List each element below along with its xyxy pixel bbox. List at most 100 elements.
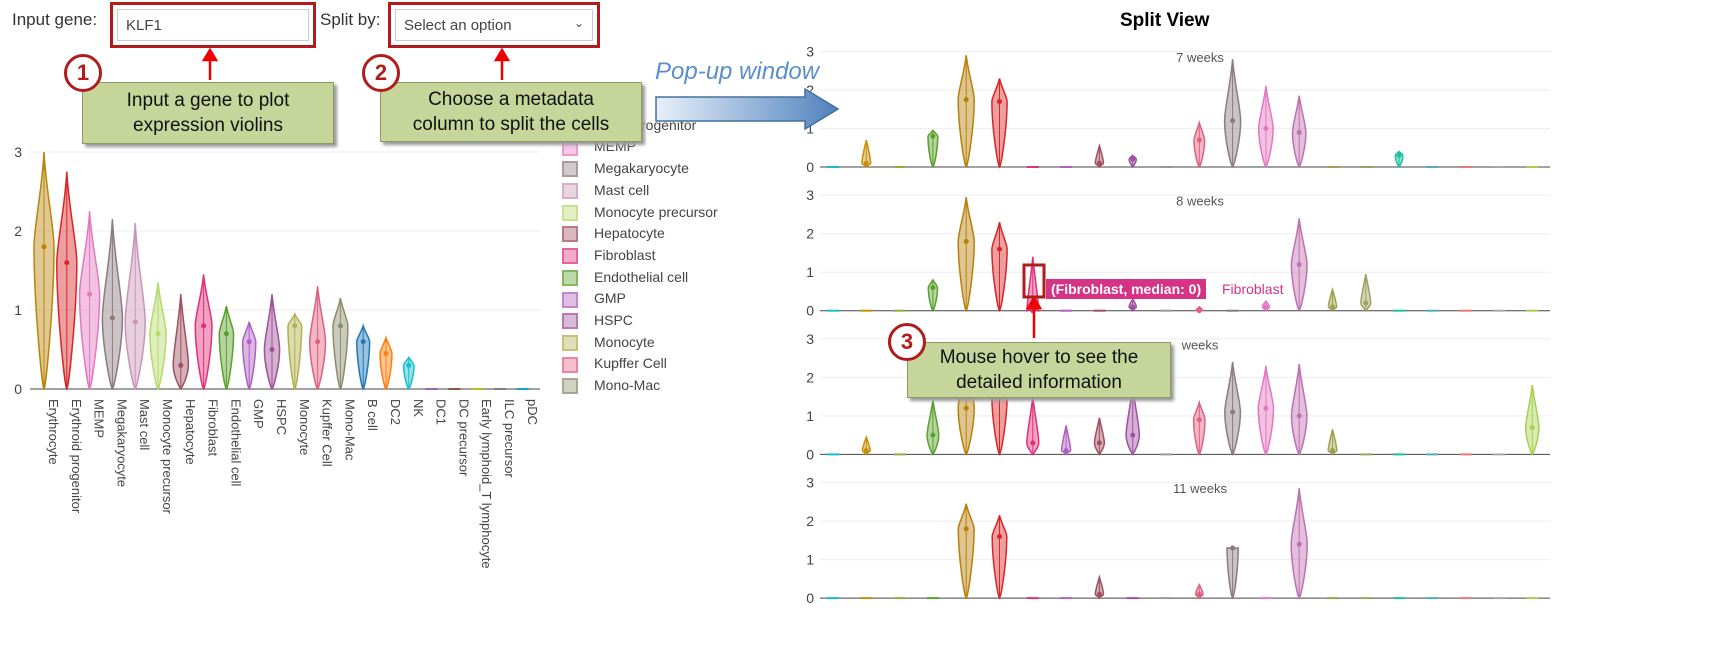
violin-monocyte-median [292,323,298,329]
split-label: Split by: [320,10,381,29]
legend-label: MEMP [594,138,636,155]
x-tick-label: HSPC [274,399,289,435]
split-violin-median [1230,545,1236,551]
split-violin-median [1363,300,1369,306]
y-tick-label: 3 [806,187,814,203]
x-tick-label: MEMP [92,399,107,438]
violin-nk-median [406,362,412,368]
x-tick-label: B cell [365,399,380,431]
x-tick-label: Mast cell [137,399,152,450]
split-violin-median [1063,448,1069,454]
panel-label: 8 weeks [1176,194,1224,209]
legend-item[interactable]: MEMP [562,135,636,157]
split-select-value[interactable]: Select an option ⌄ [395,9,593,41]
hover-trace-name: Fibroblast [1222,281,1284,297]
chevron-down-icon: ⌄ [573,16,584,30]
y-tick-label: 3 [806,475,814,491]
split-violin-median [1263,126,1269,131]
callout-1-text: Input a gene to plot expression violins [126,90,290,136]
legend-label: Hepatocyte [594,225,665,242]
split-violin-median [1030,440,1036,446]
y-tick-label: 2 [14,223,22,239]
split-select[interactable]: Select an option ⌄ [388,2,600,48]
violin-erythrocyte-median [41,244,47,250]
gene-input[interactable]: KLF1 [110,2,316,48]
y-tick-label: 0 [806,303,814,319]
violin-megakaryocyte-median [109,315,115,321]
x-tick-label: Monocyte [297,399,312,455]
gene-label: Input gene: [12,10,98,29]
split-violin-median [997,99,1002,105]
split-violin-median [930,285,936,291]
legend-item[interactable]: Kupffer Cell [562,352,667,374]
y-tick-label: 2 [806,369,814,385]
split-violin-median [1330,448,1335,454]
y-tick-label: 1 [806,264,814,280]
split-violin-median [1196,308,1202,314]
select-placeholder: Select an option [404,17,512,34]
violin-dc--median [383,350,389,356]
legend-item[interactable]: Megakaryocyte [562,157,689,179]
hover-tooltip: (Fibroblast, median: 0) [1046,279,1207,299]
split-violin-median [1396,152,1402,158]
violin-hepatocyte-median [178,362,184,368]
legend-swatch [562,161,578,178]
step-2-badge: 2 [362,54,400,92]
legend-item[interactable]: Endothelial cell [562,266,688,288]
split-violin-median [1196,137,1202,143]
violin-monocyte-precursor-median [155,331,161,337]
x-tick-label: Monocyte precursor [160,399,175,515]
y-tick-label: 1 [14,302,22,318]
legend-label: Megakaryocyte [594,160,689,177]
legend-swatch [562,183,578,200]
split-violin-median [963,526,969,532]
callout-3: Mouse hover to see the detailed informat… [907,342,1171,398]
legend-swatch [562,204,578,221]
split-violin-median [1230,409,1236,415]
split-violin-median [1130,304,1136,310]
legend-item[interactable]: Hepatocyte [562,222,665,244]
split-violin-median [997,246,1002,252]
legend-label: Kupffer Cell [594,355,667,372]
x-tick-label: DC1 [434,399,449,425]
x-tick-label: Kupffer Cell [320,399,335,467]
split-violin-median [1296,129,1302,135]
legend-swatch [562,334,578,351]
callout-2: Choose a metadata column to split the ce… [380,82,642,142]
legend-item[interactable]: Fibroblast [562,244,655,266]
popup-label: Pop-up window [655,58,820,85]
callout-3-text: Mouse hover to see the detailed informat… [939,347,1139,393]
y-tick-label: 3 [806,44,814,60]
legend-item[interactable]: Monocyte precursor [562,201,718,223]
legend-item[interactable]: Mast cell [562,179,649,201]
split-violin-median [963,405,969,411]
split-violin-median [1330,304,1335,310]
legend-item[interactable]: Monocyte [562,331,655,353]
violin-endothelial-cell-median [223,331,229,337]
split-violin-median [1096,591,1102,597]
x-tick-label: DC precursor [456,399,471,477]
split-violin-median [1263,304,1269,310]
x-tick-label: pDC [525,399,540,425]
split-violin-median [997,534,1002,539]
legend-item[interactable]: HSPC [562,309,633,331]
legend-label: Endothelial cell [594,268,689,285]
y-tick-label: 2 [806,513,814,529]
legend-label: Monocyte [594,333,655,350]
gene-input-value[interactable]: KLF1 [117,9,309,41]
x-tick-label: Endothelial cell [228,399,243,487]
legend-swatch [562,313,578,330]
split-violin-median [1130,432,1136,438]
violin-erythroid-progenitor-median [64,260,70,266]
y-tick-label: 3 [806,331,814,347]
y-tick-label: 0 [806,446,814,462]
y-tick-label: 0 [806,590,814,606]
panel-label: 11 weeks [1173,481,1227,496]
x-tick-label: DC2 [388,399,403,425]
legend-item[interactable]: Mono-Mac [562,374,660,396]
x-tick-label: Early lymphoid_T lymphocyte [479,399,494,569]
split-violin-median [1263,405,1269,411]
y-tick-label: 1 [806,121,814,137]
legend-item[interactable]: GMP [562,287,626,309]
